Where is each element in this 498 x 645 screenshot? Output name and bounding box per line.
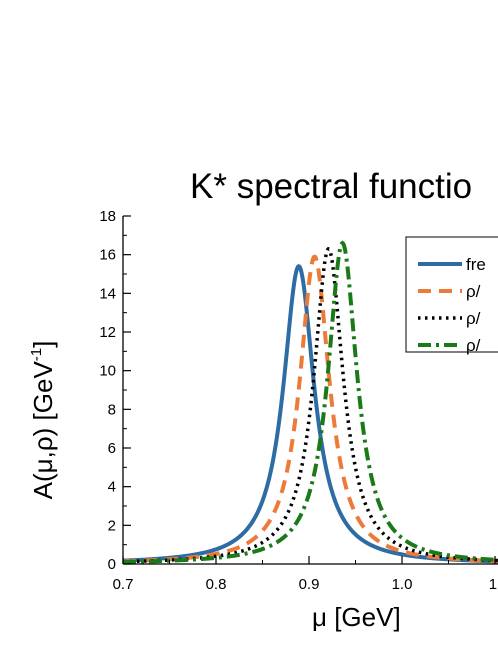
y-tick-label: 18 [99, 208, 116, 225]
series-line-1 [123, 264, 498, 564]
y-tick-label: 6 [108, 440, 116, 457]
x-tick-label: 0.8 [206, 576, 227, 593]
legend: fre ρ/ρ/ρ/ [405, 236, 498, 355]
series-line-3 [123, 246, 498, 564]
legend-label-1: fre [466, 255, 486, 274]
x-tick-label: 1.0 [392, 576, 413, 593]
x-tick-label: 0.9 [299, 576, 320, 593]
y-axis-label-main: A(μ,ρ) [GeV [28, 361, 58, 500]
y-tick-label: 10 [99, 363, 116, 380]
y-tick-label: 2 [108, 517, 116, 534]
y-axis-label: A(μ,ρ) [GeV-1] [28, 341, 58, 500]
y-axis-label-end: ] [28, 341, 58, 348]
legend-box [405, 236, 498, 353]
x-tick-label: 1. [489, 576, 498, 593]
legend-label-2: ρ/ [466, 282, 481, 301]
y-axis-label-superscript: -1 [28, 348, 45, 361]
x-axis-label: μ [GeV] [312, 602, 401, 632]
y-tick-label: 14 [99, 285, 116, 302]
x-tick-label: 0.7 [113, 576, 134, 593]
y-tick-label: 8 [108, 401, 116, 418]
legend-label-3: ρ/ [466, 309, 481, 328]
y-tick-label: 16 [99, 247, 116, 264]
y-tick-label: 12 [99, 324, 116, 341]
y-tick-label: 0 [108, 556, 116, 573]
legend-label-4: ρ/ [466, 336, 481, 355]
y-tick-label: 4 [108, 479, 116, 496]
axes: 0 2 4 6 8 10 12 14 16 18 0.7 0.8 0.9 1.0 1. [99, 208, 498, 593]
series-line-4 [123, 240, 498, 564]
plot-area [123, 240, 498, 564]
chart-title: K* spectral functio [190, 167, 472, 206]
